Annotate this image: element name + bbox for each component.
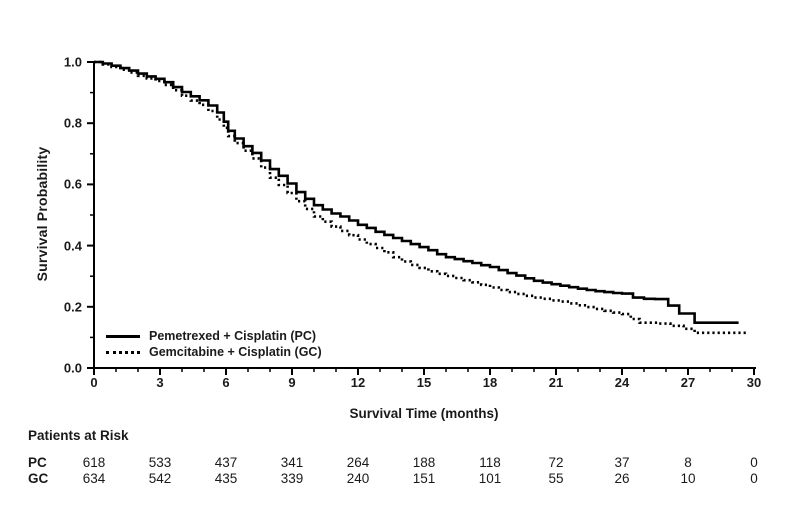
x-tick-label: 21 bbox=[548, 375, 564, 390]
solid-line-sample-icon bbox=[106, 334, 140, 338]
atrisk-count: 240 bbox=[346, 471, 370, 486]
atrisk-count: 437 bbox=[214, 455, 238, 470]
x-tick-label: 15 bbox=[416, 375, 432, 390]
y-tick-label: 1.0 bbox=[63, 54, 82, 70]
atrisk-count: 8 bbox=[684, 455, 692, 470]
y-tick-label: 0.6 bbox=[63, 176, 82, 192]
atrisk-count: 634 bbox=[82, 471, 106, 486]
x-tick-label: 24 bbox=[614, 375, 630, 390]
y-tick-label: 0.4 bbox=[63, 238, 82, 254]
x-axis-title: Survival Time (months) bbox=[349, 406, 499, 421]
dotted-line-sample-icon bbox=[106, 350, 140, 354]
atrisk-count: 264 bbox=[346, 455, 370, 470]
atrisk-count: 339 bbox=[280, 471, 304, 486]
atrisk-count: 101 bbox=[478, 471, 502, 486]
atrisk-row-label-pc: PC bbox=[28, 455, 47, 470]
atrisk-count: 542 bbox=[148, 471, 172, 486]
atrisk-count: 26 bbox=[614, 471, 630, 486]
x-tick-label: 9 bbox=[288, 375, 296, 390]
y-axis-title: Survival Probability bbox=[34, 146, 50, 282]
x-tick-label: 30 bbox=[746, 375, 762, 390]
legend-item-pc: Pemetrexed + Cisplatin (PC) bbox=[106, 329, 322, 343]
atrisk-count: 0 bbox=[750, 455, 758, 470]
atrisk-count: 435 bbox=[214, 471, 238, 486]
atrisk-count: 55 bbox=[548, 471, 564, 486]
x-tick-label: 12 bbox=[350, 375, 366, 390]
legend: Pemetrexed + Cisplatin (PC) Gemcitabine … bbox=[106, 329, 322, 359]
atrisk-count: 533 bbox=[148, 455, 172, 470]
legend-item-gc: Gemcitabine + Cisplatin (GC) bbox=[106, 345, 322, 359]
atrisk-count: 151 bbox=[412, 471, 436, 486]
km-curve-pc bbox=[94, 60, 739, 324]
atrisk-count: 10 bbox=[680, 471, 696, 486]
y-tick-label: 0.0 bbox=[63, 360, 82, 376]
x-tick-label: 3 bbox=[156, 375, 164, 390]
y-tick-label: 0.8 bbox=[63, 115, 82, 131]
atrisk-count: 118 bbox=[479, 455, 501, 470]
x-tick-label: 27 bbox=[680, 375, 696, 390]
km-curve-gc bbox=[94, 60, 749, 335]
legend-label-pc: Pemetrexed + Cisplatin (PC) bbox=[149, 329, 317, 343]
legend-label-gc: Gemcitabine + Cisplatin (GC) bbox=[149, 345, 322, 359]
x-tick-label: 18 bbox=[482, 375, 498, 390]
y-tick-label: 0.2 bbox=[63, 299, 82, 315]
atrisk-count: 0 bbox=[750, 471, 758, 486]
atrisk-count: 618 bbox=[82, 455, 106, 470]
atrisk-count: 341 bbox=[280, 455, 304, 470]
atrisk-count: 37 bbox=[614, 455, 630, 470]
x-tick-label: 6 bbox=[222, 375, 230, 390]
x-tick-label: 0 bbox=[90, 375, 98, 390]
atrisk-count: 188 bbox=[412, 455, 436, 470]
patients-at-risk-title: Patients at Risk bbox=[28, 428, 129, 443]
atrisk-count: 72 bbox=[548, 455, 564, 470]
atrisk-row-label-gc: GC bbox=[28, 471, 49, 486]
